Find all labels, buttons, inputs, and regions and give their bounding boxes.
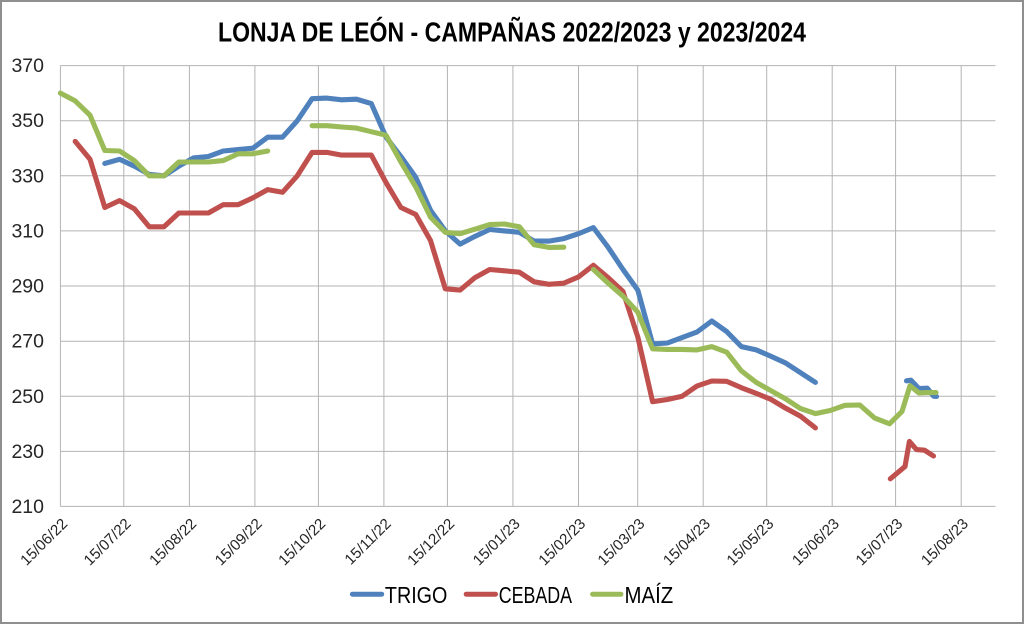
svg-text:370: 370 — [11, 55, 44, 77]
svg-text:MAÍZ: MAÍZ — [625, 582, 674, 608]
svg-text:210: 210 — [11, 496, 44, 518]
svg-text:310: 310 — [11, 220, 44, 242]
svg-text:350: 350 — [11, 110, 44, 132]
svg-text:250: 250 — [11, 386, 44, 408]
svg-text:TRIGO: TRIGO — [385, 582, 448, 608]
svg-text:290: 290 — [11, 276, 44, 298]
svg-text:CEBADA: CEBADA — [499, 582, 573, 608]
svg-text:330: 330 — [11, 165, 44, 187]
svg-text:LONJA DE LEÓN - CAMPAÑAS 2022/: LONJA DE LEÓN - CAMPAÑAS 2022/2023 y 202… — [218, 17, 806, 48]
svg-text:270: 270 — [11, 331, 44, 353]
svg-text:230: 230 — [11, 441, 44, 463]
